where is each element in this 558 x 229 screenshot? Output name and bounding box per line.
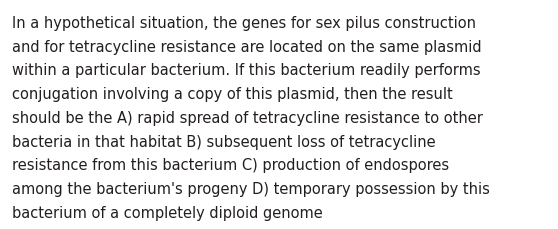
- Text: bacteria in that habitat B) subsequent loss of tetracycline: bacteria in that habitat B) subsequent l…: [12, 134, 436, 149]
- Text: and for tetracycline resistance are located on the same plasmid: and for tetracycline resistance are loca…: [12, 40, 482, 55]
- Text: bacterium of a completely diploid genome: bacterium of a completely diploid genome: [12, 205, 323, 220]
- Text: within a particular bacterium. If this bacterium readily performs: within a particular bacterium. If this b…: [12, 63, 481, 78]
- Text: among the bacterium's progeny D) temporary possession by this: among the bacterium's progeny D) tempora…: [12, 181, 490, 196]
- Text: resistance from this bacterium C) production of endospores: resistance from this bacterium C) produc…: [12, 158, 449, 172]
- Text: conjugation involving a copy of this plasmid, then the result: conjugation involving a copy of this pla…: [12, 87, 453, 102]
- Text: should be the A) rapid spread of tetracycline resistance to other: should be the A) rapid spread of tetracy…: [12, 110, 483, 125]
- Text: In a hypothetical situation, the genes for sex pilus construction: In a hypothetical situation, the genes f…: [12, 16, 477, 31]
